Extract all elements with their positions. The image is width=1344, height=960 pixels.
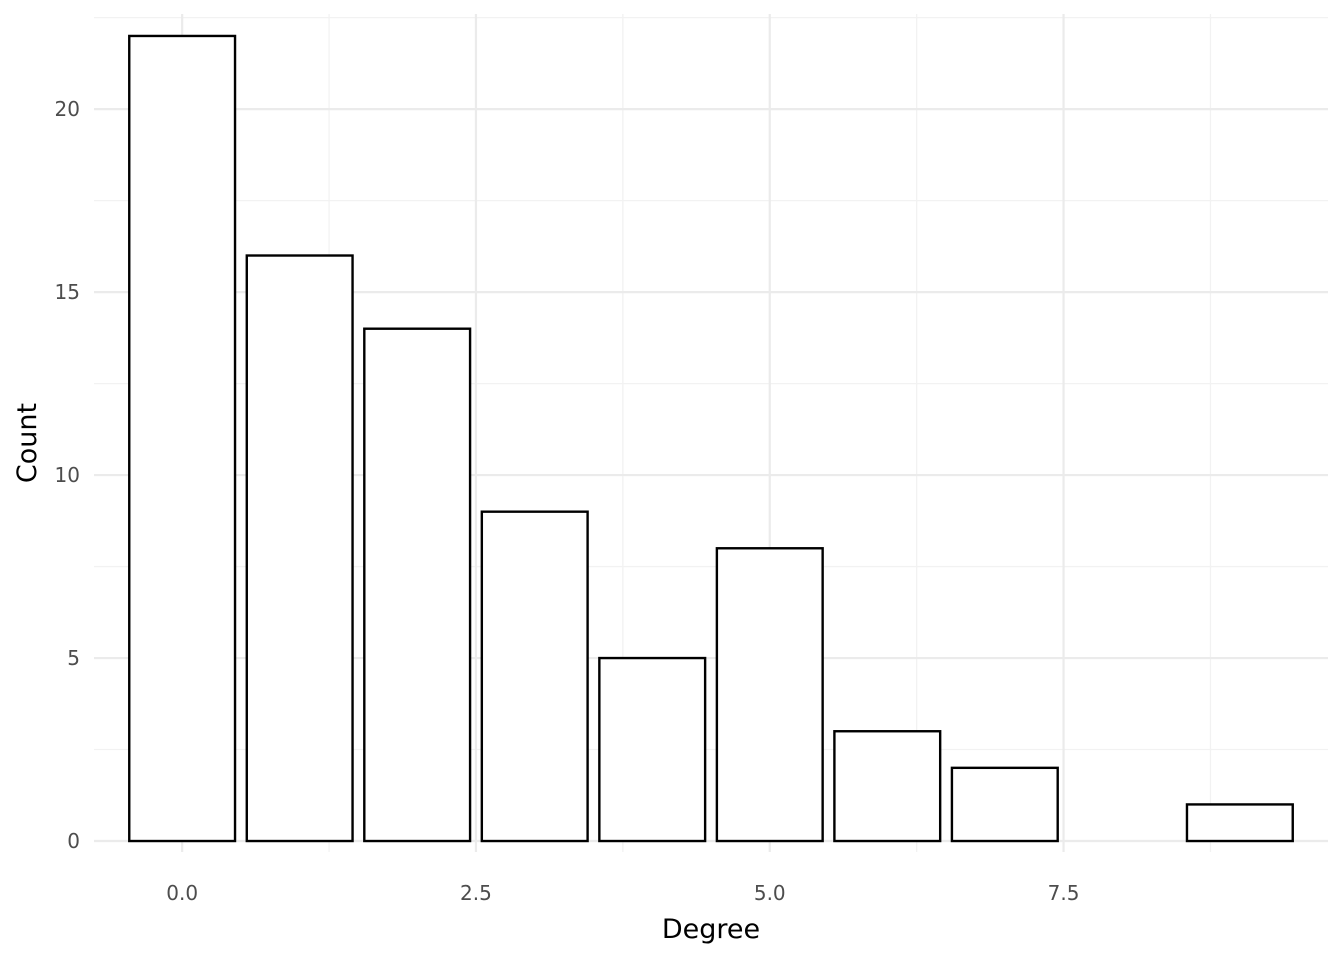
y-axis-tick-labels: 0 5 10 15 20 [55, 97, 80, 853]
x-tick-label: 5.0 [754, 881, 786, 905]
bar [950, 766, 1059, 843]
bar [480, 510, 589, 843]
bar [833, 730, 942, 843]
bar [1185, 803, 1294, 843]
x-tick-label: 7.5 [1048, 881, 1080, 905]
x-tick-label: 0.0 [166, 881, 198, 905]
bars [128, 34, 1294, 843]
bar [598, 656, 707, 843]
x-axis-tick-labels: 0.0 2.5 5.0 7.5 [166, 881, 1079, 905]
bar [128, 34, 237, 843]
y-axis-title: Count [12, 403, 43, 483]
y-tick-label: 20 [55, 97, 80, 121]
x-axis-title: Degree [662, 914, 760, 945]
bar [363, 327, 472, 843]
y-tick-label: 5 [67, 646, 80, 670]
bar [245, 254, 354, 843]
x-tick-label: 2.5 [460, 881, 492, 905]
y-tick-label: 0 [67, 829, 80, 853]
bar [715, 547, 824, 843]
y-tick-label: 15 [55, 280, 80, 304]
y-tick-label: 10 [55, 463, 80, 487]
